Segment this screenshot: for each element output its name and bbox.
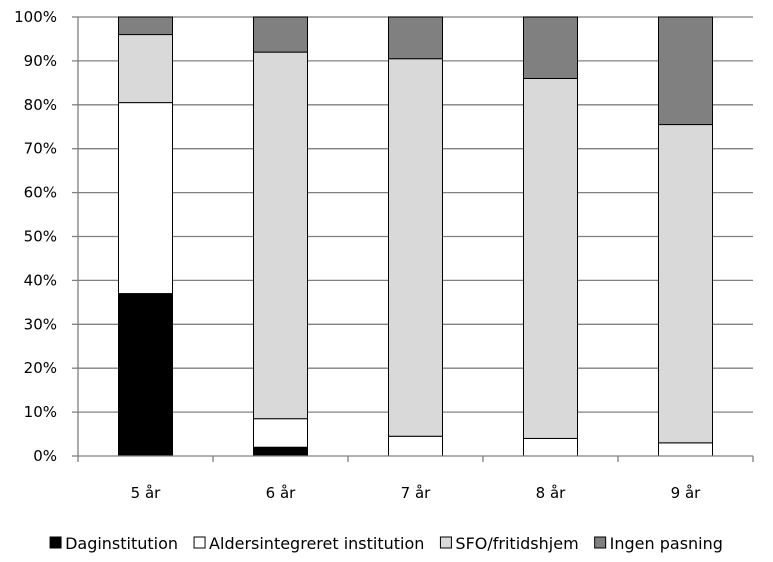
bar-segment: [658, 16, 713, 126]
bars: [118, 16, 713, 457]
bar-segment: [523, 77, 578, 439]
bar-segment: [388, 435, 443, 457]
y-tick-label: 0%: [33, 447, 57, 465]
legend-item: Daginstitution: [49, 534, 178, 553]
y-tick-label: 80%: [24, 96, 57, 114]
legend-item: Aldersintegreret institution: [193, 534, 424, 553]
bar-segment: [118, 34, 173, 104]
bar-segment: [253, 418, 308, 448]
y-tick-label: 40%: [24, 271, 57, 289]
legend-swatch: [594, 536, 607, 549]
legend-item: Ingen pasning: [594, 534, 723, 553]
y-tick-label: 30%: [24, 315, 57, 333]
bar-segment: [253, 446, 308, 457]
x-axis-tick-labels: 5 år 6 år 7 år 8 år 9 år: [131, 484, 702, 502]
axes: [72, 16, 754, 462]
x-tick-label: 7 år: [401, 484, 432, 502]
bar-segment: [118, 293, 173, 457]
y-tick-label: 90%: [24, 52, 57, 70]
x-tick-label: 9 år: [671, 484, 702, 502]
bar-segment: [253, 51, 308, 420]
bar-segment: [523, 437, 578, 457]
legend: Daginstitution Aldersintegreret instituti…: [49, 534, 723, 553]
legend-swatch: [49, 536, 62, 549]
bar-segment: [523, 16, 578, 79]
y-axis-tick-labels: 0% 10% 20% 30% 40% 50% 60% 70% 80% 90% 100%: [14, 8, 57, 465]
bar-segment: [658, 124, 713, 444]
y-tick-label: 60%: [24, 184, 57, 202]
legend-swatch: [193, 536, 206, 549]
x-tick-label: 8 år: [536, 484, 567, 502]
y-tick-label: 50%: [24, 228, 57, 246]
bar-segment: [118, 16, 173, 36]
y-tick-label: 100%: [14, 8, 57, 26]
legend-label: SFO/fritidshjem: [455, 534, 578, 553]
legend-label: Daginstitution: [65, 534, 178, 553]
y-tick-label: 20%: [24, 359, 57, 377]
legend-label: Aldersintegreret institution: [209, 534, 424, 553]
y-tick-label: 70%: [24, 140, 57, 158]
bar-segment: [388, 16, 443, 60]
legend-item: SFO/fritidshjem: [439, 534, 579, 553]
x-tick-label: 5 år: [131, 484, 162, 502]
bar-segment: [388, 58, 443, 437]
bar-segment: [658, 442, 713, 457]
x-tick-label: 6 år: [266, 484, 297, 502]
legend-label: Ingen pasning: [610, 534, 723, 553]
y-tick-label: 10%: [24, 403, 57, 421]
bar-segment: [118, 102, 173, 295]
legend-swatch: [439, 536, 452, 549]
bar-segment: [253, 16, 308, 53]
